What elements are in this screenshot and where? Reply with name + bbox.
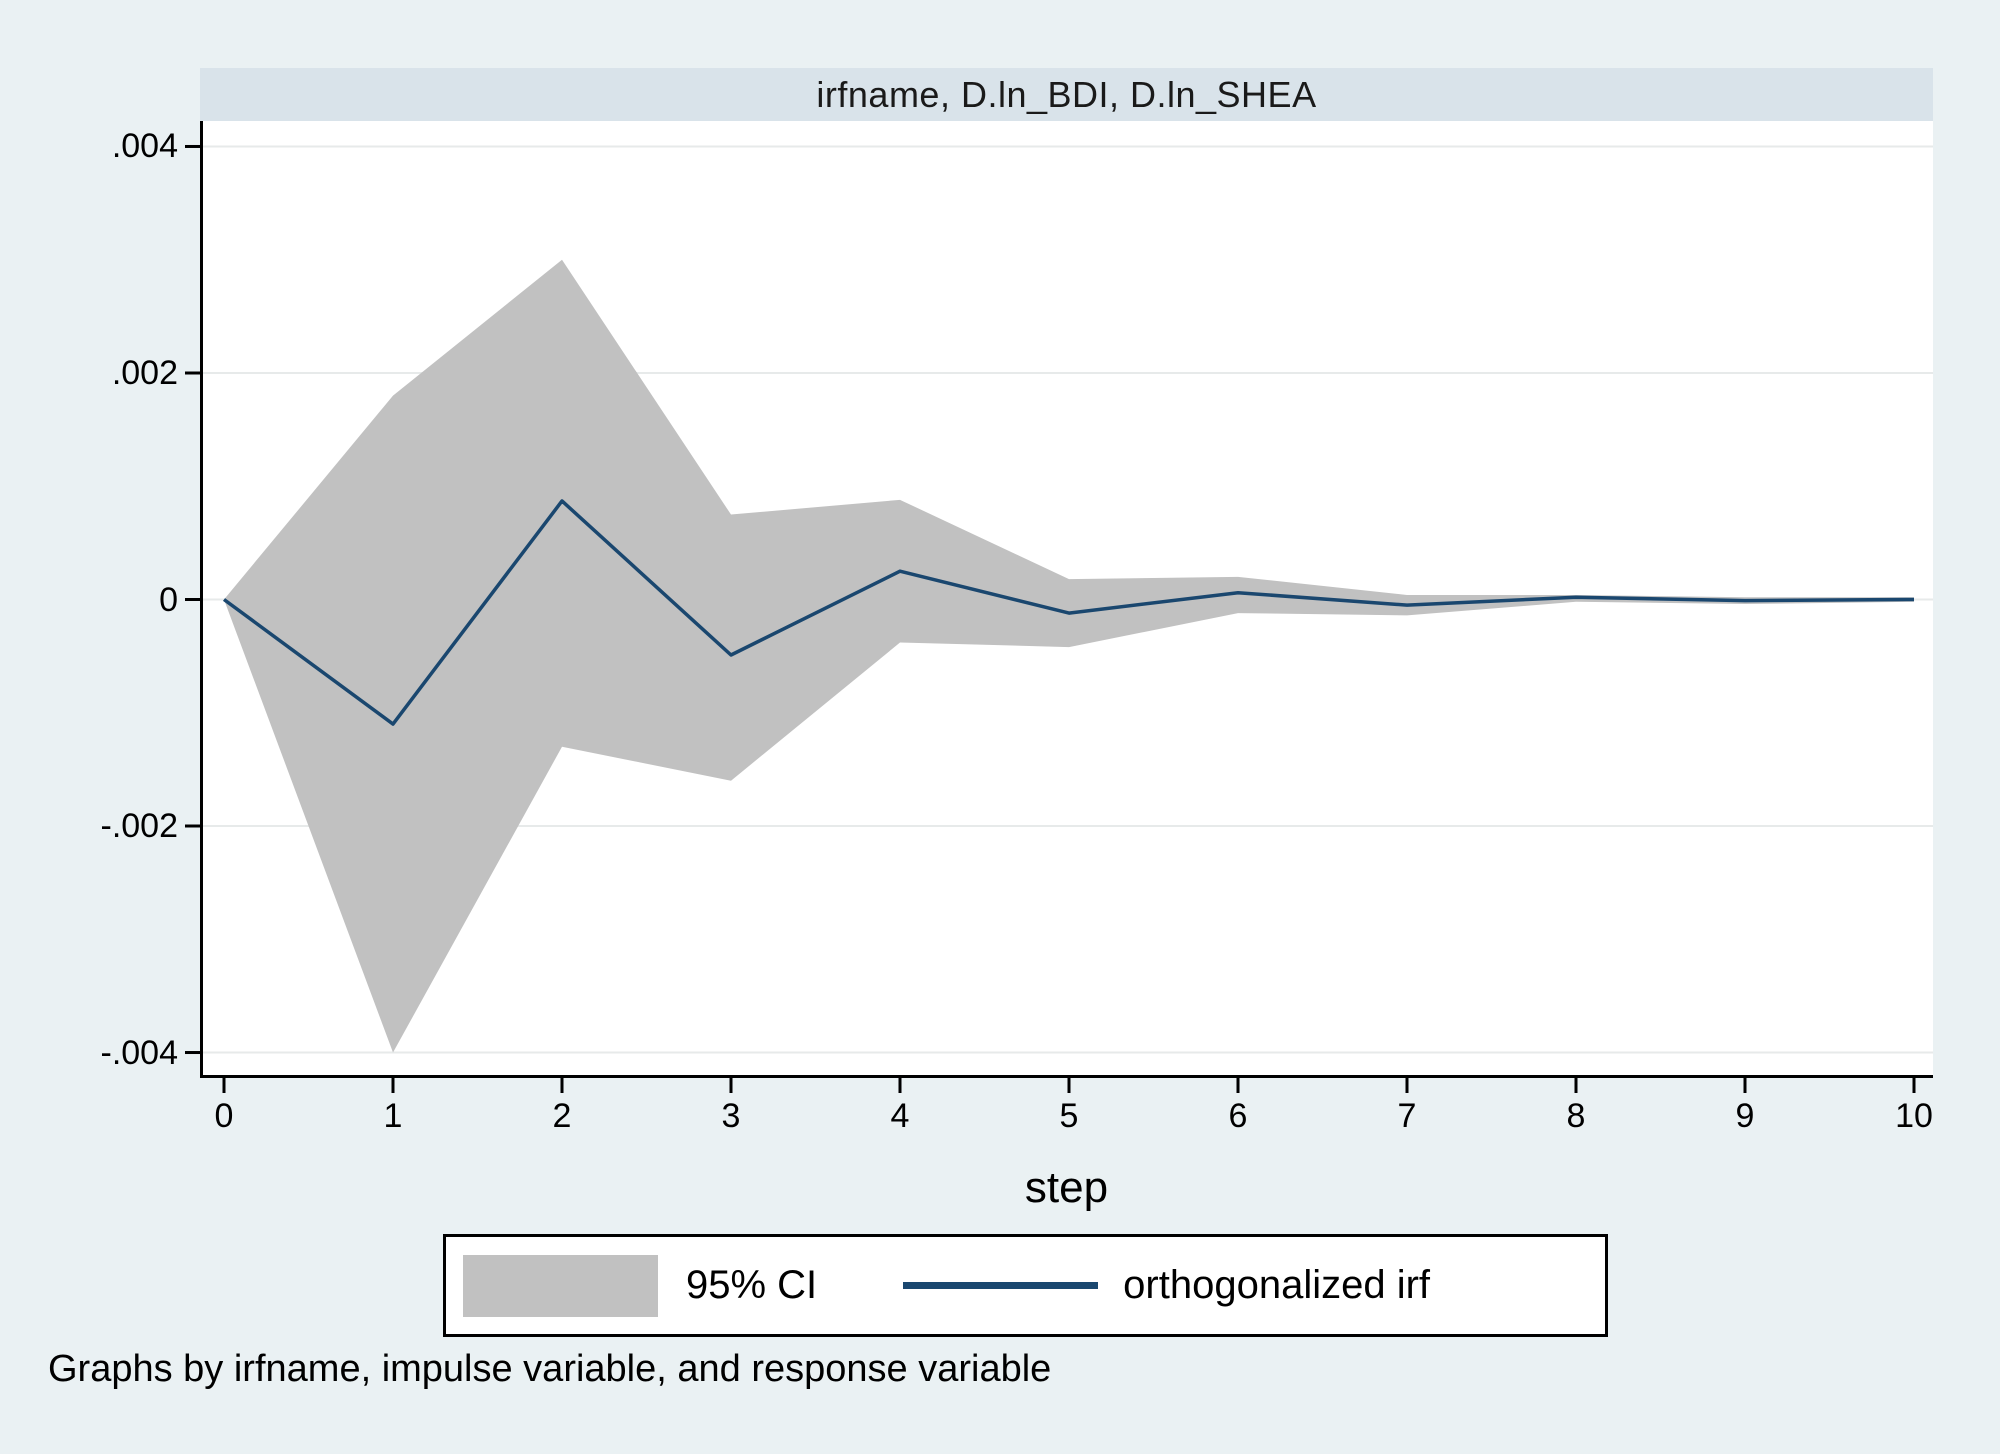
x-axis-title: step — [1024, 1163, 1109, 1212]
x-tick-label: 4 — [890, 1097, 910, 1135]
y-tick-label: .002 — [111, 353, 178, 392]
x-tick-label: 5 — [1059, 1097, 1079, 1135]
x-tick-label: 10 — [1895, 1097, 1933, 1135]
legend-irf-label: orthogonalized irf — [1123, 1263, 1431, 1307]
x-tick-label: 3 — [721, 1097, 741, 1135]
legend-ci-label: 95% CI — [686, 1263, 818, 1307]
x-tick-label: 1 — [383, 1097, 403, 1135]
x-tick-label: 0 — [214, 1097, 234, 1135]
ci-swatch-icon — [463, 1254, 658, 1317]
x-tick-label: 7 — [1397, 1097, 1417, 1135]
irf-line — [222, 499, 1915, 726]
y-tick-label: .004 — [111, 127, 178, 166]
x-tick-label: 6 — [1228, 1097, 1248, 1135]
x-tick-label: 2 — [552, 1097, 572, 1135]
x-tick-label: 8 — [1566, 1097, 1586, 1135]
legend: 95% CI orthogonalized irf — [443, 1234, 1608, 1337]
x-tick-label: 9 — [1735, 1097, 1755, 1135]
subtitle-strip: irfname, D.ln_BDI, D.ln_SHEA — [200, 68, 1933, 121]
graph-title: irfname, D.ln_BDI, D.ln_SHEA — [816, 73, 1317, 115]
plot-region — [185, 121, 1933, 1093]
footer-note: Graphs by irfname, impulse variable, and… — [48, 1348, 1052, 1390]
y-tick-label: 0 — [159, 580, 178, 619]
ci-band — [224, 259, 1914, 1053]
irf-chart — [185, 121, 1933, 1093]
irf-line-icon — [903, 1282, 1099, 1289]
y-tick-label: -.002 — [100, 807, 179, 845]
y-tick-label: -.004 — [100, 1033, 179, 1072]
